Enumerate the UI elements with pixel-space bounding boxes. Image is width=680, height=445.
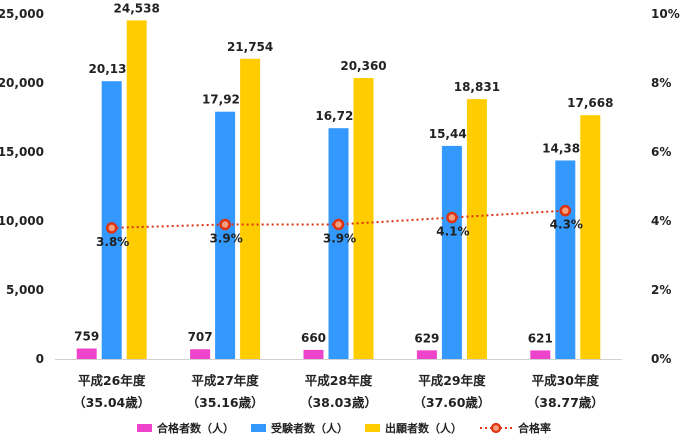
category-sublabel: （35.04歳） bbox=[73, 395, 150, 410]
rate-value-label: 3.9% bbox=[323, 231, 356, 245]
legend-marker-swatch bbox=[490, 422, 502, 434]
bar-exam-2 bbox=[328, 128, 349, 359]
y-tick-label: 10,000 bbox=[0, 214, 44, 228]
y2-tick-label: 8% bbox=[651, 76, 671, 90]
rate-value-label: 4.3% bbox=[550, 218, 583, 232]
y-tick-label: 5,000 bbox=[6, 283, 44, 297]
bar-exam-3 bbox=[441, 145, 462, 359]
bar-apply-1 bbox=[240, 58, 261, 359]
y-tick-label: 25,000 bbox=[0, 7, 44, 21]
legend-label: 合格率 bbox=[518, 421, 551, 435]
category-label: 平成30年度 bbox=[532, 373, 600, 388]
bar-value-label: 707 bbox=[188, 330, 213, 344]
category-sublabel: （38.77歳） bbox=[527, 395, 604, 410]
y2-tick-label: 4% bbox=[651, 214, 671, 228]
legend-swatch-1 bbox=[251, 424, 266, 432]
bar-value-label: 14,387 bbox=[542, 141, 588, 155]
y2-tick-label: 10% bbox=[651, 7, 680, 21]
bar-value-label: 20,360 bbox=[340, 59, 386, 73]
bar-value-label: 21,754 bbox=[227, 40, 273, 54]
bar-value-label: 759 bbox=[74, 330, 99, 344]
bar-value-label: 24,538 bbox=[114, 1, 160, 15]
bar-value-label: 15,440 bbox=[429, 127, 475, 141]
rate-value-label: 4.1% bbox=[436, 225, 469, 239]
bar-pass-0 bbox=[76, 348, 97, 359]
bar-pass-4 bbox=[530, 350, 551, 359]
category-label: 平成29年度 bbox=[418, 373, 486, 388]
y-tick-label: 20,000 bbox=[0, 76, 44, 90]
bar-apply-0 bbox=[126, 20, 147, 359]
bar-pass-3 bbox=[416, 350, 437, 359]
legend-swatch-0 bbox=[137, 424, 152, 432]
rate-marker-0 bbox=[105, 222, 118, 234]
legend-swatch-2 bbox=[365, 424, 380, 432]
bar-value-label: 20,130 bbox=[89, 62, 135, 76]
rate-value-label: 3.8% bbox=[96, 235, 129, 249]
y-tick-label: 15,000 bbox=[0, 145, 44, 159]
bar-value-label: 629 bbox=[414, 331, 439, 345]
rate-marker-2 bbox=[332, 218, 345, 231]
category-label: 平成27年度 bbox=[191, 373, 259, 388]
bar-apply-2 bbox=[353, 78, 374, 360]
rate-value-label: 3.9% bbox=[209, 231, 242, 245]
rate-marker-4 bbox=[559, 204, 572, 217]
bar-value-label: 621 bbox=[528, 331, 553, 345]
bar-value-label: 18,831 bbox=[454, 80, 500, 94]
rate-marker-1 bbox=[219, 218, 231, 231]
rate-marker-3 bbox=[446, 211, 458, 224]
y2-tick-label: 6% bbox=[651, 145, 671, 159]
bar-apply-4 bbox=[580, 115, 601, 359]
bar-pass-1 bbox=[190, 349, 211, 359]
bar-value-label: 660 bbox=[301, 331, 326, 345]
category-sublabel: （35.16歳） bbox=[187, 395, 264, 410]
y2-tick-label: 2% bbox=[651, 283, 671, 297]
category-sublabel: （38.03歳） bbox=[300, 395, 377, 410]
legend-label: 合格者数（人） bbox=[157, 421, 234, 435]
y-tick-label: 0 bbox=[36, 352, 44, 366]
bar-value-label: 16,725 bbox=[315, 109, 361, 123]
bar-value-label: 17,668 bbox=[567, 96, 613, 110]
bar-value-label: 17,920 bbox=[202, 93, 248, 107]
bar-apply-3 bbox=[466, 99, 487, 359]
legend-label: 出願者数（人） bbox=[385, 421, 462, 435]
legend-label: 受験者数（人） bbox=[271, 421, 348, 435]
category-sublabel: （37.60歳） bbox=[413, 395, 490, 410]
bar-pass-2 bbox=[303, 349, 324, 359]
bar-exam-1 bbox=[215, 111, 236, 359]
bar-exam-4 bbox=[555, 160, 576, 359]
bar-exam-0 bbox=[101, 81, 122, 360]
y2-tick-label: 0% bbox=[651, 352, 671, 366]
category-label: 平成28年度 bbox=[305, 373, 373, 388]
category-label: 平成26年度 bbox=[78, 373, 146, 388]
